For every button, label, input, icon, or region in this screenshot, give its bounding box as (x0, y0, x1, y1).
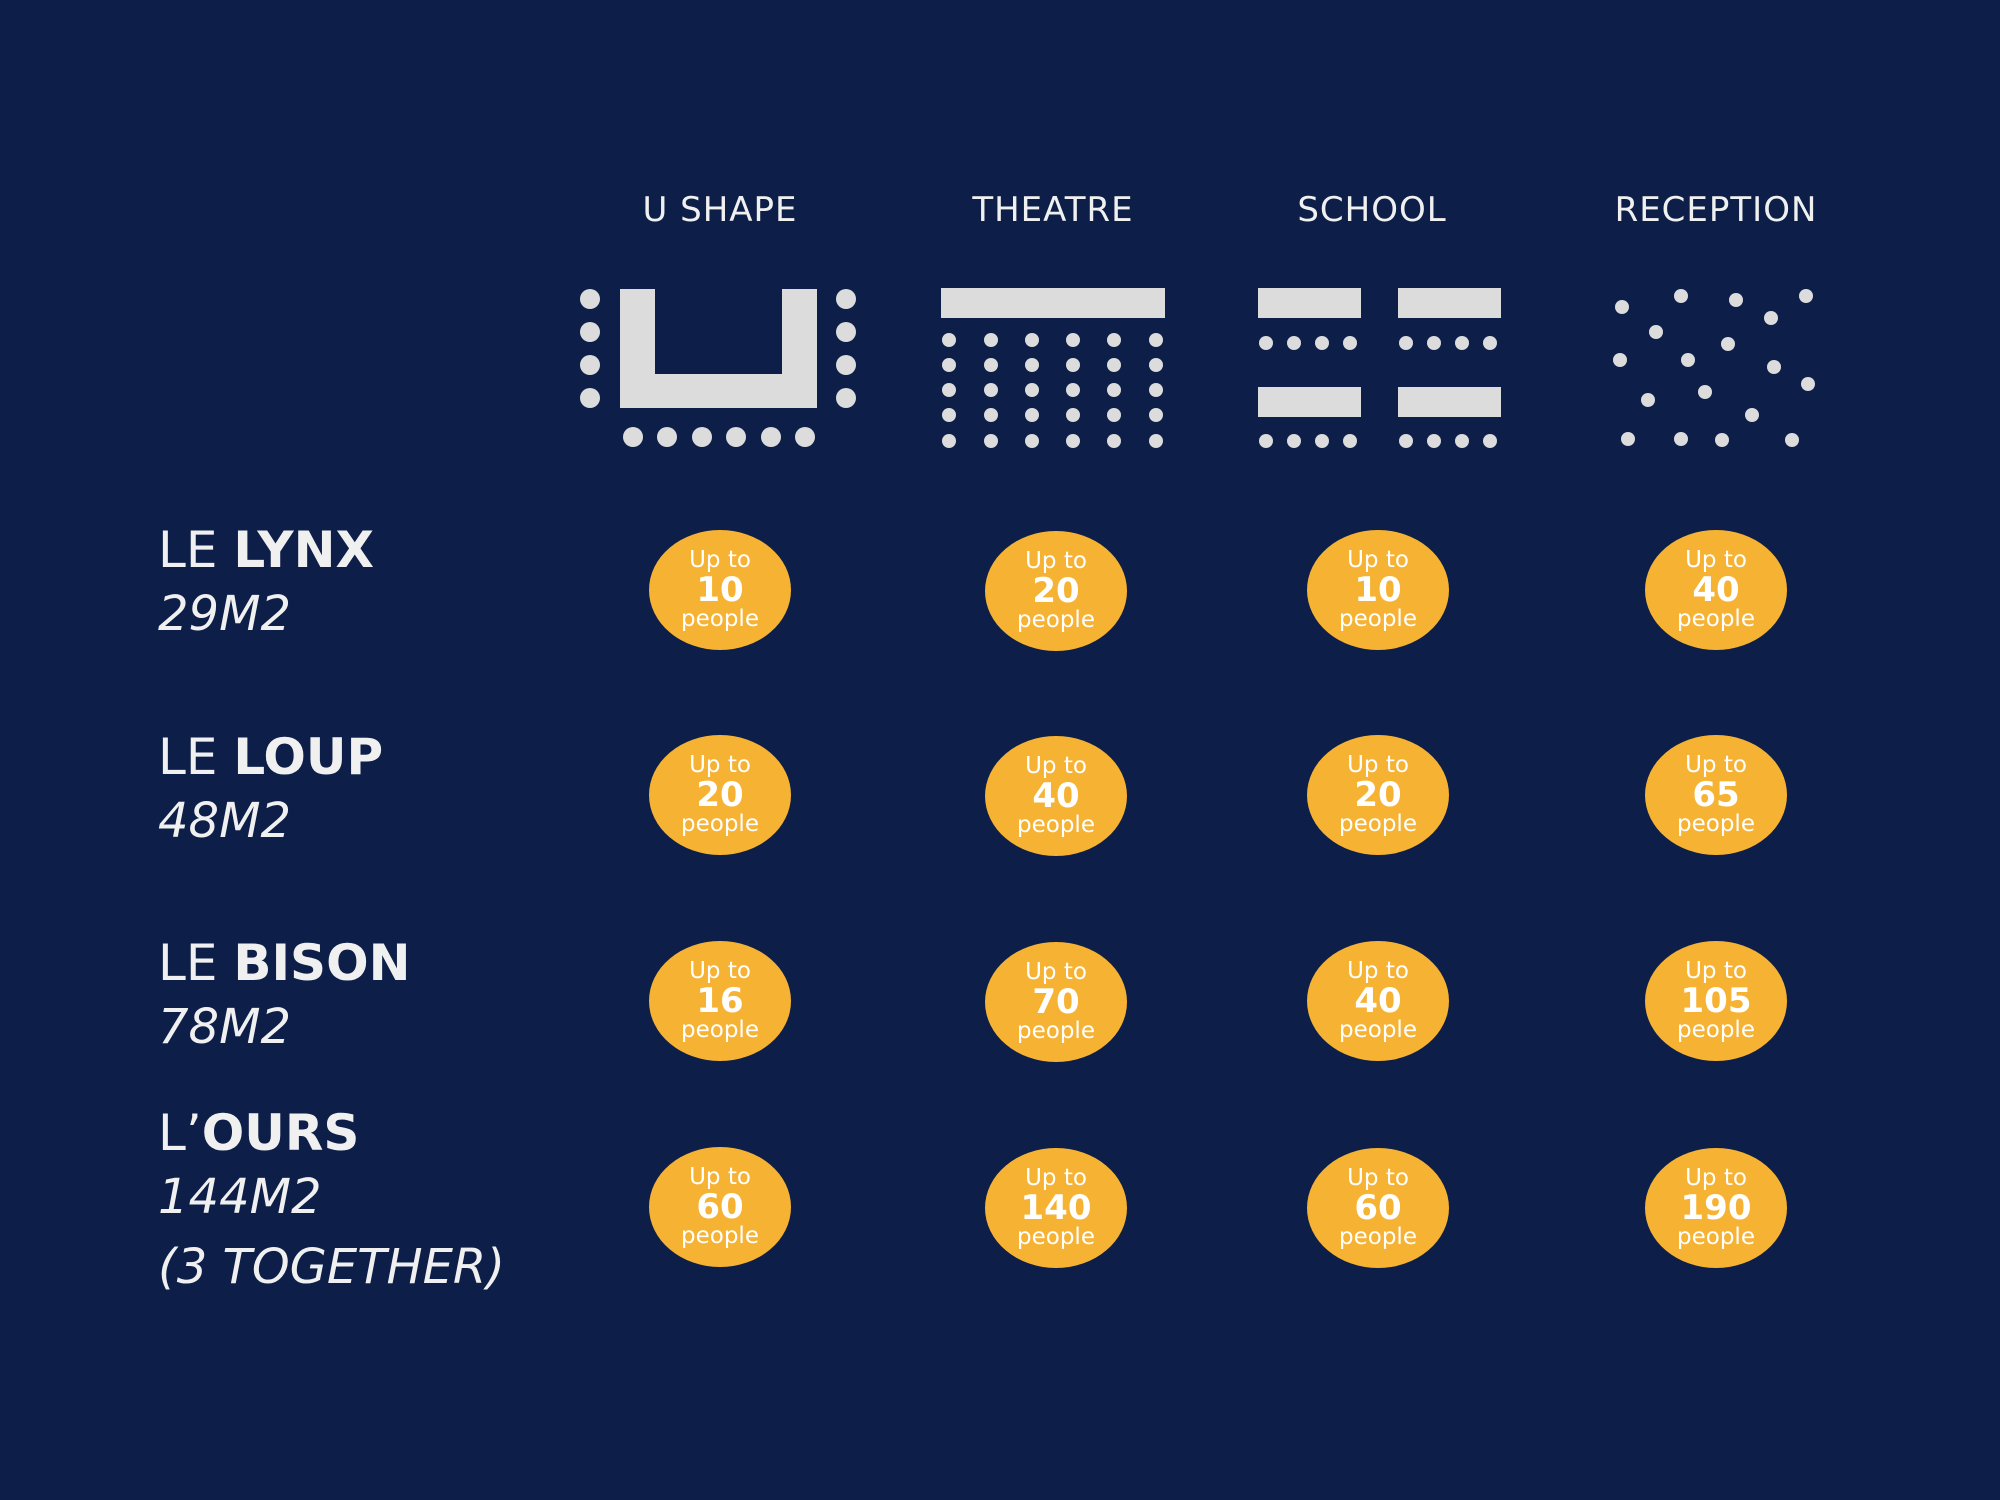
capacity-badge-loup-school: Up to 20 people (1307, 735, 1449, 855)
badge-prefix: Up to (1347, 1165, 1409, 1191)
capacity-value: 65 (1692, 775, 1740, 815)
badge-prefix: Up to (1685, 1165, 1747, 1191)
capacity-badge-loup-reception: Up to 65 people (1645, 735, 1787, 855)
school-layout-icon (1258, 288, 1501, 448)
badge-suffix: people (681, 1223, 759, 1249)
capacity-value: 60 (1354, 1188, 1402, 1228)
badge-suffix: people (1677, 811, 1755, 837)
badge-prefix: Up to (1347, 547, 1409, 573)
u-shape-layout-icon (580, 289, 856, 447)
capacity-badge-lynx-theatre: Up to 20 people (985, 531, 1127, 651)
room-area-lynx: 29M2 (158, 586, 292, 642)
theatre-layout-icon (941, 288, 1165, 448)
badge-suffix: people (1677, 1224, 1755, 1250)
capacity-value: 140 (1020, 1188, 1092, 1228)
badge-prefix: Up to (1685, 958, 1747, 984)
badge-prefix: Up to (1685, 547, 1747, 573)
column-header-school: SCHOOL (1297, 190, 1447, 230)
badge-suffix: people (681, 1017, 759, 1043)
badge-prefix: Up to (1347, 752, 1409, 778)
capacity-value: 60 (696, 1187, 744, 1227)
capacity-value: 40 (1032, 776, 1080, 816)
capacity-value: 40 (1354, 981, 1402, 1021)
badge-prefix: Up to (689, 958, 751, 984)
badge-prefix: Up to (1025, 959, 1087, 985)
capacity-value: 20 (1354, 775, 1402, 815)
badge-prefix: Up to (1685, 752, 1747, 778)
capacity-value: 10 (1354, 570, 1402, 610)
room-area-ours: 144M2 (158, 1169, 322, 1225)
capacity-badge-ours-u-shape: Up to 60 people (649, 1147, 791, 1267)
capacity-value: 10 (696, 570, 744, 610)
capacity-badge-loup-u-shape: Up to 20 people (649, 735, 791, 855)
capacity-badge-lynx-u-shape: Up to 10 people (649, 530, 791, 650)
badge-suffix: people (1339, 606, 1417, 632)
room-area-loup: 48M2 (158, 793, 292, 849)
capacity-value: 105 (1680, 981, 1752, 1021)
badge-prefix: Up to (1025, 548, 1087, 574)
badge-prefix: Up to (689, 752, 751, 778)
badge-prefix: Up to (689, 1164, 751, 1190)
capacity-value: 20 (1032, 571, 1080, 611)
badge-suffix: people (681, 811, 759, 837)
badge-suffix: people (1017, 1018, 1095, 1044)
room-name: OURS (201, 1104, 360, 1162)
room-name: BISON (233, 934, 411, 992)
capacity-value: 70 (1032, 982, 1080, 1022)
capacity-value: 20 (696, 775, 744, 815)
badge-suffix: people (1017, 812, 1095, 838)
capacity-value: 16 (696, 981, 744, 1021)
capacity-badge-bison-school: Up to 40 people (1307, 941, 1449, 1061)
badge-suffix: people (1017, 1224, 1095, 1250)
badge-suffix: people (1339, 1017, 1417, 1043)
capacity-badge-ours-school: Up to 60 people (1307, 1148, 1449, 1268)
room-prefix: L’ (158, 1104, 202, 1162)
capacity-badge-bison-theatre: Up to 70 people (985, 942, 1127, 1062)
column-header-theatre: THEATRE (972, 190, 1134, 230)
badge-suffix: people (1339, 811, 1417, 837)
room-area-bison: 78M2 (158, 999, 292, 1055)
badge-prefix: Up to (689, 547, 751, 573)
capacity-badge-ours-reception: Up to 190 people (1645, 1148, 1787, 1268)
capacity-badge-bison-u-shape: Up to 16 people (649, 941, 791, 1061)
badge-suffix: people (1677, 1017, 1755, 1043)
room-prefix: LE (158, 521, 234, 579)
capacity-value: 40 (1692, 570, 1740, 610)
badge-prefix: Up to (1347, 958, 1409, 984)
room-name-ours: L’OURS (158, 1108, 359, 1158)
badge-prefix: Up to (1025, 753, 1087, 779)
room-name: LOUP (233, 728, 384, 786)
room-area-note-ours: (3 TOGETHER) (158, 1239, 505, 1295)
column-header-reception: RECEPTION (1614, 190, 1818, 230)
room-name: LYNX (233, 521, 375, 579)
room-name-lynx: LE LYNX (158, 525, 374, 575)
reception-layout-icon (1613, 289, 1815, 447)
capacity-badge-bison-reception: Up to 105 people (1645, 941, 1787, 1061)
column-header-u-shape: U SHAPE (642, 190, 798, 230)
room-name-bison: LE BISON (158, 938, 410, 988)
badge-prefix: Up to (1025, 1165, 1087, 1191)
capacity-badge-loup-theatre: Up to 40 people (985, 736, 1127, 856)
badge-suffix: people (1017, 607, 1095, 633)
capacity-badge-lynx-reception: Up to 40 people (1645, 530, 1787, 650)
room-prefix: LE (158, 934, 234, 992)
capacity-value: 190 (1680, 1188, 1752, 1228)
room-name-loup: LE LOUP (158, 732, 383, 782)
room-prefix: LE (158, 728, 234, 786)
badge-suffix: people (681, 606, 759, 632)
capacity-badge-lynx-school: Up to 10 people (1307, 530, 1449, 650)
capacity-badge-ours-theatre: Up to 140 people (985, 1148, 1127, 1268)
badge-suffix: people (1677, 606, 1755, 632)
badge-suffix: people (1339, 1224, 1417, 1250)
